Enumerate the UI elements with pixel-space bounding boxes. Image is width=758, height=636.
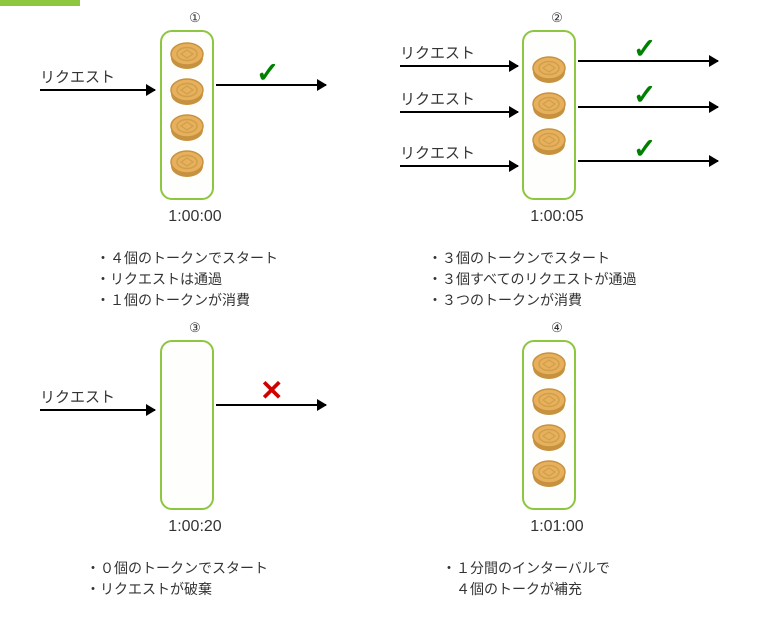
request-row: リクエスト (40, 66, 155, 91)
bullet-line: ・１分間のインターバルで (442, 558, 610, 579)
step-number: ① (160, 10, 230, 26)
token-icon (531, 348, 567, 382)
panel-3: ③ 1:00:20 (160, 320, 230, 536)
arrow-out-group: ✓ (578, 60, 718, 62)
step-number: ③ (160, 320, 230, 336)
token-icon (531, 384, 567, 418)
bullet-line: ・３個のトークンでスタート (428, 248, 636, 269)
step-number: ② (522, 10, 592, 26)
token-icon (531, 88, 567, 122)
check-icon: ✓ (633, 78, 656, 111)
bullet-line: ・３個すべてのリクエストが通過 (428, 269, 636, 290)
bullets: ・４個のトークンでスタート ・リクエストは通過 ・１個のトークンが消費 (96, 248, 278, 311)
panel-1: ① 1:00:00 (160, 10, 230, 226)
arrow-in (400, 65, 518, 67)
arrow-in (400, 165, 518, 167)
token-icon (169, 74, 205, 108)
bullet-line: ・４個のトークンでスタート (96, 248, 278, 269)
arrow-out-group: ✓ (216, 84, 326, 86)
token-bucket (522, 30, 576, 200)
arrow-in (40, 89, 155, 91)
panel-2: ② 1:00:05 (522, 10, 592, 226)
bullet-line: ・リクエストが破棄 (86, 579, 268, 600)
request-row: リクエスト (400, 142, 518, 167)
bullets: ・１分間のインターバルで ４個のトークが補充 (442, 558, 610, 600)
token-bucket (160, 340, 214, 510)
request-label: リクエスト (400, 42, 475, 63)
bullet-line: ・３つのトークンが消費 (428, 290, 636, 311)
check-icon: ✓ (256, 56, 279, 89)
bullet-line: ・１個のトークンが消費 (96, 290, 278, 311)
token-icon (531, 456, 567, 490)
bullets: ・３個のトークンでスタート ・３個すべてのリクエストが通過 ・３つのトークンが消… (428, 248, 636, 311)
token-icon (531, 420, 567, 454)
time-label: 1:00:05 (522, 208, 592, 226)
bullet-line: ・０個のトークンでスタート (86, 558, 268, 579)
token-bucket (522, 340, 576, 510)
bullet-line: ・リクエストは通過 (96, 269, 278, 290)
arrow-out-group: ✕ (216, 404, 326, 406)
token-icon (531, 124, 567, 158)
time-label: 1:01:00 (522, 518, 592, 536)
top-accent-bar (0, 0, 80, 6)
request-label: リクエスト (40, 386, 115, 407)
arrow-in (400, 111, 518, 113)
request-row: リクエスト (400, 88, 518, 113)
request-row: リクエスト (400, 42, 518, 67)
token-icon (169, 110, 205, 144)
arrow-in (40, 409, 155, 411)
arrow-out-group: ✓ (578, 160, 718, 162)
panel-4: ④ 1:01:00 (522, 320, 592, 536)
arrow-out-group: ✓ (578, 106, 718, 108)
token-bucket (160, 30, 214, 200)
bullet-line: ４個のトークが補充 (442, 579, 610, 600)
check-icon: ✓ (633, 132, 656, 165)
time-label: 1:00:00 (160, 208, 230, 226)
request-row: リクエスト (40, 386, 155, 411)
step-number: ④ (522, 320, 592, 336)
check-icon: ✓ (633, 32, 656, 65)
cross-icon: ✕ (260, 374, 283, 407)
request-label: リクエスト (40, 66, 115, 87)
token-icon (169, 146, 205, 180)
request-label: リクエスト (400, 142, 475, 163)
token-icon (531, 52, 567, 86)
request-label: リクエスト (400, 88, 475, 109)
token-icon (169, 38, 205, 72)
time-label: 1:00:20 (160, 518, 230, 536)
bullets: ・０個のトークンでスタート ・リクエストが破棄 (86, 558, 268, 600)
